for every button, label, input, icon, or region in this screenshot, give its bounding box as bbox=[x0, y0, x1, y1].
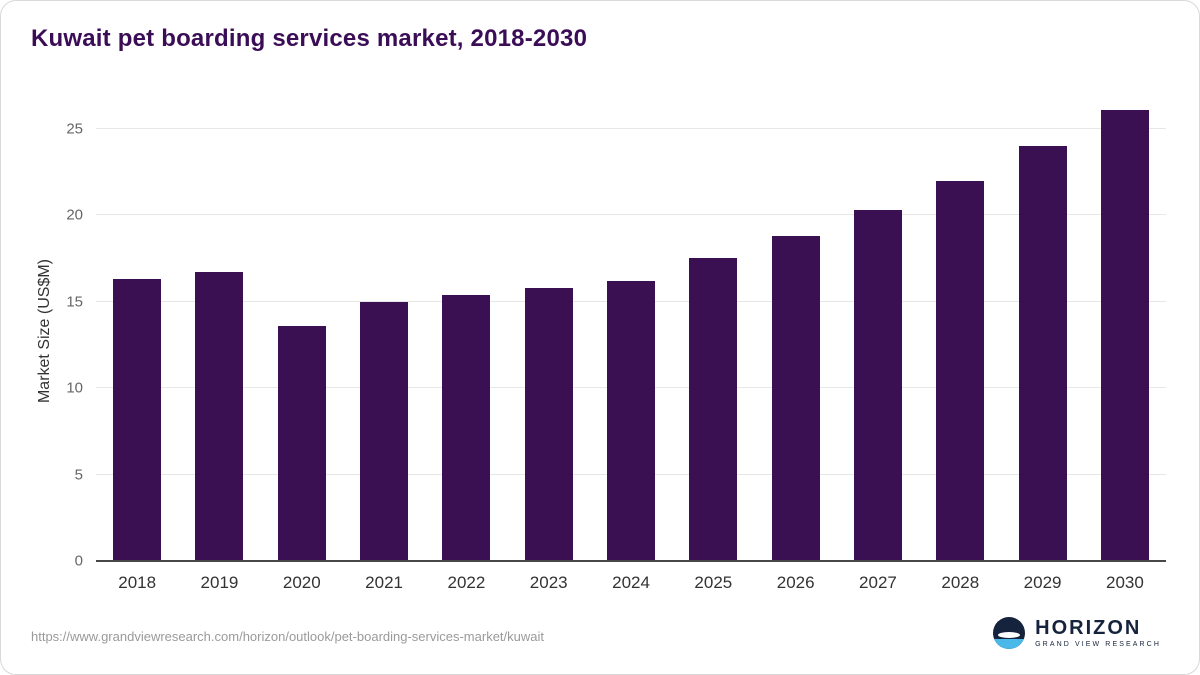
x-tick-label-2018: 2018 bbox=[118, 573, 157, 592]
y-tick-label-25: 25 bbox=[66, 120, 83, 138]
x-tick-label-2029: 2029 bbox=[1023, 573, 1062, 592]
bar-column-2029 bbox=[1001, 101, 1083, 561]
x-axis-tick-labels: 2018 2019 2020 2021 2022 2023 2024 2025 2026 2027… bbox=[96, 573, 1166, 593]
bar-column-2019 bbox=[178, 101, 260, 561]
bar-series bbox=[96, 101, 1166, 561]
x-tick-label-2026: 2026 bbox=[776, 573, 815, 592]
x-tick-label-2020: 2020 bbox=[282, 573, 321, 592]
bar-column-2023 bbox=[508, 101, 590, 561]
bar-column-2021 bbox=[343, 101, 425, 561]
bar-2019 bbox=[195, 272, 244, 561]
x-tick-label-2027: 2027 bbox=[859, 573, 897, 592]
x-tick-label-2021: 2021 bbox=[365, 573, 403, 592]
bar-2023 bbox=[524, 287, 573, 561]
bar-2025 bbox=[689, 258, 738, 561]
bar-column-2027 bbox=[837, 101, 919, 561]
x-tick-label-2025: 2025 bbox=[694, 573, 733, 592]
bar-2022 bbox=[442, 294, 491, 561]
logo-subtitle: GRAND VIEW RESEARCH bbox=[1035, 641, 1161, 648]
y-axis-tick-labels: 0 5 10 15 20 25 bbox=[29, 101, 83, 569]
bar-2024 bbox=[607, 280, 656, 561]
bar-column-2030 bbox=[1084, 101, 1166, 561]
horizon-logo: HORIZON GRAND VIEW RESEARCH bbox=[993, 617, 1161, 649]
logo-name: HORIZON bbox=[1035, 617, 1142, 639]
x-tick-label-2028: 2028 bbox=[941, 573, 980, 592]
bar-column-2026 bbox=[755, 101, 837, 561]
bar-column-2025 bbox=[672, 101, 754, 561]
x-tick-label-2022: 2022 bbox=[447, 573, 486, 592]
bar-2020 bbox=[277, 325, 326, 561]
x-tick-label-2030: 2030 bbox=[1105, 573, 1144, 592]
chart-title: Kuwait pet boarding services market, 201… bbox=[31, 25, 588, 52]
x-tick-label-2019: 2019 bbox=[200, 573, 239, 592]
bar-2021 bbox=[360, 301, 409, 561]
bar-column-2022 bbox=[425, 101, 507, 561]
x-tick-label-2023: 2023 bbox=[529, 573, 568, 592]
source-url: https://www.grandviewresearch.com/horizo… bbox=[31, 629, 544, 644]
bar-2026 bbox=[771, 235, 820, 561]
plot-area bbox=[96, 101, 1166, 562]
y-tick-label-5: 5 bbox=[74, 466, 83, 484]
y-tick-label-15: 15 bbox=[66, 293, 83, 311]
horizon-logo-icon bbox=[993, 617, 1026, 649]
bar-2028 bbox=[936, 180, 985, 561]
x-tick-label-2024: 2024 bbox=[612, 573, 650, 592]
bar-column-2020 bbox=[261, 101, 343, 561]
y-tick-label-10: 10 bbox=[66, 379, 83, 397]
bar-column-2028 bbox=[919, 101, 1001, 561]
bar-column-2018 bbox=[96, 101, 178, 561]
bar-2027 bbox=[853, 209, 902, 561]
y-tick-label-0: 0 bbox=[74, 552, 83, 570]
bar-2018 bbox=[113, 279, 162, 561]
bar-2029 bbox=[1018, 145, 1067, 561]
bar-2030 bbox=[1100, 109, 1149, 561]
bar-column-2024 bbox=[590, 101, 672, 561]
x-axis-line bbox=[96, 560, 1166, 562]
gridline-20 bbox=[96, 214, 1166, 216]
horizon-logo-text: HORIZON GRAND VIEW RESEARCH bbox=[1035, 618, 1161, 648]
y-tick-label-20: 20 bbox=[66, 206, 83, 224]
gridline-25 bbox=[96, 127, 1166, 129]
